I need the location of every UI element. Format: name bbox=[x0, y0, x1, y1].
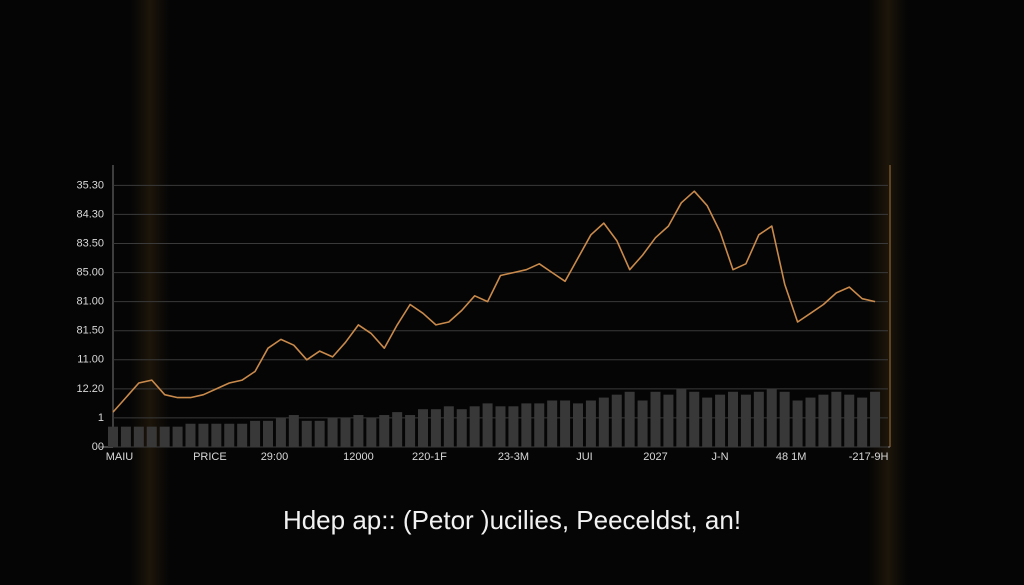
volume-bar bbox=[663, 394, 674, 447]
volume-bar bbox=[237, 423, 248, 447]
volume-bar bbox=[418, 409, 428, 447]
volume-bar bbox=[676, 388, 687, 447]
y-tick-label: 84.30 bbox=[76, 208, 104, 220]
volume-bar bbox=[650, 391, 661, 447]
volume-bar bbox=[340, 417, 351, 447]
volume-bar bbox=[469, 406, 480, 447]
volume-bar bbox=[172, 426, 183, 447]
volume-bar bbox=[624, 391, 635, 447]
volume-bar bbox=[198, 423, 209, 447]
volume-bar bbox=[495, 406, 506, 447]
volume-bar bbox=[263, 420, 273, 447]
x-tick-label: PRICE bbox=[193, 451, 227, 463]
volume-bar bbox=[224, 423, 235, 447]
volume-bar bbox=[211, 423, 222, 447]
volume-bar bbox=[314, 420, 325, 447]
volume-bar bbox=[443, 406, 454, 447]
volume-bar bbox=[792, 400, 803, 447]
price-line bbox=[112, 190, 876, 413]
x-tick-label: 29:00 bbox=[261, 451, 289, 463]
x-tick-label: 2027 bbox=[643, 451, 667, 463]
volume-bar bbox=[108, 426, 118, 447]
volume-bar bbox=[521, 403, 532, 447]
y-tick-label: 00 bbox=[92, 441, 104, 453]
light-glow bbox=[130, 0, 170, 585]
caption: Hdep ap:: (Petor )ucilies, Peeceldst, an… bbox=[283, 505, 741, 535]
volume-bar bbox=[120, 426, 131, 447]
volume-bar bbox=[766, 388, 777, 447]
volume-bar bbox=[831, 391, 842, 447]
volume-bar bbox=[456, 409, 467, 447]
x-tick-label: MAIU bbox=[106, 451, 134, 463]
x-tick-label: J-N bbox=[712, 451, 729, 463]
x-tick-label: 48 1M bbox=[776, 451, 807, 463]
volume-bar bbox=[689, 391, 700, 447]
volume-bar bbox=[702, 397, 713, 447]
volume-bar bbox=[870, 391, 881, 447]
y-tick-label: 83.50 bbox=[76, 237, 104, 249]
volume-bar bbox=[560, 400, 571, 447]
volume-bar bbox=[392, 412, 403, 447]
y-tick-label: 81.00 bbox=[76, 296, 104, 308]
volume-bar bbox=[573, 403, 583, 447]
volume-bar bbox=[159, 426, 170, 447]
volume-bar bbox=[146, 426, 157, 447]
volume-bar bbox=[585, 400, 596, 447]
volume-bar bbox=[715, 394, 726, 447]
volume-bar bbox=[728, 391, 738, 447]
volume-bar bbox=[637, 400, 648, 447]
volume-bar bbox=[353, 415, 364, 447]
volume-bar bbox=[598, 397, 609, 447]
x-tick-label: JUI bbox=[576, 451, 593, 463]
x-tick-label: 220-1F bbox=[412, 451, 447, 463]
volume-bar bbox=[740, 394, 751, 447]
volume-bar bbox=[366, 417, 377, 447]
x-tick-label: 23-3M bbox=[498, 451, 529, 463]
y-tick-label: 85.00 bbox=[76, 266, 104, 278]
volume-bar bbox=[818, 394, 829, 447]
volume-bar bbox=[611, 394, 622, 447]
volume-bar bbox=[185, 423, 196, 447]
volume-bar bbox=[779, 391, 790, 447]
volume-bar bbox=[844, 394, 855, 447]
volume-bar bbox=[133, 426, 144, 447]
volume-bar bbox=[753, 391, 764, 447]
volume-bar bbox=[534, 403, 545, 447]
volume-bar bbox=[405, 415, 416, 447]
volume-bar bbox=[805, 397, 816, 447]
volume-bar bbox=[288, 415, 299, 447]
volume-bar bbox=[301, 420, 312, 447]
light-glow bbox=[868, 0, 908, 585]
x-tick-label: -217-9H bbox=[849, 451, 889, 463]
volume-bar bbox=[379, 415, 390, 447]
y-tick-label: 35.30 bbox=[76, 179, 104, 191]
volume-bar bbox=[250, 420, 261, 447]
volume-bar bbox=[275, 417, 286, 447]
volume-bar bbox=[430, 409, 441, 447]
volume-bar bbox=[482, 403, 493, 447]
volume-bar bbox=[327, 417, 338, 447]
y-tick-label: 11.00 bbox=[77, 354, 104, 366]
y-tick-label: 1 bbox=[98, 412, 104, 424]
y-tick-label: 81.50 bbox=[76, 325, 104, 337]
volume-bar bbox=[857, 397, 868, 447]
volume-bar bbox=[508, 406, 519, 447]
x-tick-label: 12000 bbox=[343, 451, 374, 463]
volume-bar bbox=[547, 400, 558, 447]
y-tick-label: 12.20 bbox=[76, 383, 104, 395]
